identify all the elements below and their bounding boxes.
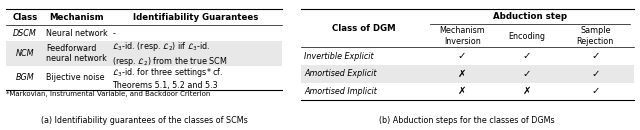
Text: Abduction step: Abduction step (493, 12, 568, 21)
Text: ✓: ✓ (591, 86, 600, 96)
Text: Bijective noise: Bijective noise (46, 73, 104, 83)
Text: Feedforward
neural network: Feedforward neural network (46, 44, 107, 63)
Text: Amortised Explicit: Amortised Explicit (304, 69, 376, 78)
Text: Amortised Implicit: Amortised Implicit (304, 87, 377, 96)
Text: Encoding: Encoding (509, 32, 546, 41)
Text: NCM: NCM (16, 49, 34, 58)
Text: (a) Identifiability guarantees of the classes of SCMs: (a) Identifiability guarantees of the cl… (40, 116, 248, 125)
Text: Identifiability Guarantees: Identifiability Guarantees (133, 13, 259, 22)
Text: Mechanism: Mechanism (49, 13, 104, 22)
Text: -: - (112, 29, 115, 38)
Text: ✗: ✗ (523, 86, 531, 96)
Bar (6, 41, 282, 66)
Text: ✓: ✓ (591, 51, 600, 61)
Text: BGM: BGM (15, 73, 35, 83)
Text: ✓: ✓ (591, 69, 600, 79)
Text: ✗: ✗ (458, 86, 467, 96)
Text: ✓: ✓ (523, 51, 531, 61)
Text: $\mathcal{L}_3$-id. for three settings* cf.
Theorems 5.1, 5.2 and 5.3: $\mathcal{L}_3$-id. for three settings* … (112, 66, 223, 90)
Text: *Markovian, Instrumental Variable, and Backdoor Criterion: *Markovian, Instrumental Variable, and B… (6, 91, 211, 97)
Text: Class: Class (12, 13, 38, 22)
Text: ✓: ✓ (458, 51, 467, 61)
Text: (b) Abduction steps for the classes of DGMs: (b) Abduction steps for the classes of D… (380, 116, 555, 125)
Text: Mechanism
Inversion: Mechanism Inversion (439, 26, 485, 46)
Text: ✓: ✓ (523, 69, 531, 79)
Text: Class of DGM: Class of DGM (332, 24, 396, 33)
Bar (301, 65, 634, 83)
Text: Invertible Explicit: Invertible Explicit (304, 52, 374, 61)
Text: Neural network: Neural network (46, 29, 108, 38)
Text: $\mathcal{L}_3$-id. (resp. $\mathcal{L}_2$) iif $\mathcal{L}_3$-id.
(resp. $\mat: $\mathcal{L}_3$-id. (resp. $\mathcal{L}_… (112, 40, 228, 67)
Text: DSCM: DSCM (13, 29, 37, 38)
Text: ✗: ✗ (458, 69, 467, 79)
Text: Sample
Rejection: Sample Rejection (577, 26, 614, 46)
